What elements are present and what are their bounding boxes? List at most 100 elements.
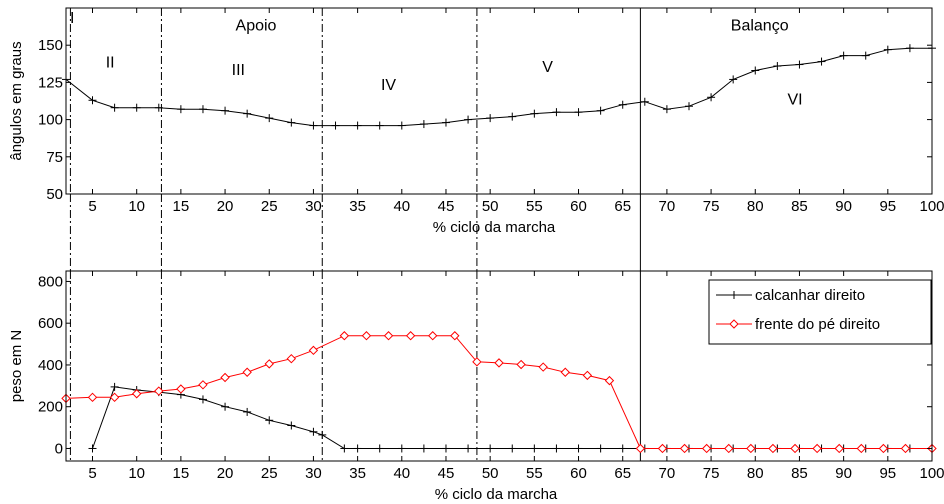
weight-ytick-label: 200 — [38, 399, 63, 416]
weight-series-1-point — [383, 331, 394, 341]
angle-series-0-point — [221, 106, 230, 115]
angle-ytick-label: 150 — [38, 37, 63, 54]
angle-series-0-point — [662, 105, 671, 114]
weight-xtick-label: 100 — [919, 465, 944, 482]
weight-series-1-point — [450, 331, 460, 341]
weight-xtick-label: 50 — [482, 465, 499, 482]
weight-series-1-point — [308, 345, 319, 356]
weight-series-0-point — [419, 444, 428, 453]
weight-series-1-point — [560, 367, 570, 377]
phase-annotation: Balanço — [731, 17, 789, 34]
weight-xtick-label: 65 — [614, 465, 631, 482]
weight-series-1-point — [724, 443, 734, 454]
angle-xtick-label: 75 — [703, 198, 720, 215]
angle-series-0-point — [176, 105, 185, 114]
weight-xtick-label: 15 — [173, 465, 190, 482]
angle-xtick-label: 80 — [747, 198, 764, 215]
angle-series-0-point — [905, 44, 914, 53]
weight-series-1-point — [790, 443, 800, 454]
weight-y-axis-label: peso em N — [8, 330, 25, 403]
angle-xtick-label: 60 — [570, 198, 587, 215]
angle-series-0-point — [729, 75, 738, 84]
legend-marker-frente — [729, 319, 739, 329]
angle-xtick-label: 35 — [349, 198, 366, 215]
weight-series-1-point — [812, 443, 822, 454]
angle-series-0-point — [419, 120, 428, 129]
weight-xtick-label: 60 — [570, 465, 587, 482]
angle-series-0-point — [198, 105, 207, 114]
weight-series-1-point — [339, 331, 350, 341]
weight-series-0-point — [353, 444, 362, 453]
phase-annotation: Apoio — [236, 17, 277, 34]
angle-xtick-label: 10 — [128, 198, 145, 215]
angle-series-0-point — [684, 102, 693, 111]
weight-ytick-label: 600 — [38, 315, 63, 332]
angle-series-0-point — [331, 121, 340, 130]
weight-xtick-label: 10 — [128, 465, 145, 482]
angle-series-0-point — [154, 103, 163, 112]
weight-series-0-point — [88, 444, 97, 453]
angle-series-0-point — [287, 118, 296, 127]
weight-xtick-label: 90 — [835, 465, 852, 482]
phase-annotation: IV — [381, 77, 396, 94]
legend-marker-calcanhar — [730, 291, 738, 299]
weight-series-0-point — [265, 416, 274, 425]
weight-series-1-point — [472, 357, 482, 367]
weight-series-1-point — [405, 331, 416, 341]
weight-xtick-label: 95 — [879, 465, 896, 482]
angle-series-0-point — [707, 93, 716, 102]
weight-series-0-point — [243, 407, 252, 416]
angle-xtick-label: 85 — [791, 198, 808, 215]
angle-chart: 5 10 15 20 25 30 35 40 45 50 55 60 65 70 75 80 85 90 95 100… — [8, 7, 944, 236]
angle-series-0-point — [861, 51, 870, 60]
weight-series-0-point — [340, 444, 349, 453]
weight-series-1-point — [878, 443, 889, 454]
weight-x-axis-label: % ciclo da marcha — [435, 486, 558, 503]
angle-series-0-point — [464, 115, 473, 124]
weight-series-1-point — [109, 392, 120, 403]
weight-xtick-label: 35 — [349, 465, 366, 482]
phase-annotation: V — [542, 59, 553, 76]
weight-series-0-point — [375, 444, 384, 453]
angle-series-0-point — [552, 108, 561, 117]
weight-xtick-label: 45 — [438, 465, 455, 482]
weight-series-0-point — [397, 444, 406, 453]
weight-series-1-point — [657, 443, 668, 454]
weight-series-1-point — [154, 386, 164, 396]
phase-annotation: III — [232, 62, 245, 79]
weight-series-1-point — [220, 372, 230, 383]
weight-xtick-label: 85 — [791, 465, 808, 482]
angle-xtick-label: 45 — [438, 198, 455, 215]
angle-series-0-point — [817, 57, 826, 66]
angle-series-0-point — [110, 103, 119, 112]
weight-series-0-point — [486, 444, 495, 453]
angle-series-0-point — [88, 96, 97, 105]
weight-chart: 5 10 15 20 25 30 35 40 45 50 55 60 65 70 75 80 85 90 95 100… — [8, 270, 944, 503]
legend-box — [708, 279, 932, 345]
angle-xtick-label: 25 — [261, 198, 278, 215]
weight-series-1-point — [746, 443, 756, 454]
angle-series-0-point — [751, 66, 760, 75]
weight-series-0-point — [221, 402, 230, 411]
angle-xtick-label: 95 — [879, 198, 896, 215]
legend: calcanhar direito frente do pé direito — [708, 279, 932, 345]
angle-y-axis-label: ângulos em graus — [8, 41, 25, 160]
weight-series-1-point — [286, 353, 297, 364]
angle-xtick-label: 90 — [835, 198, 852, 215]
weight-series-0-point — [110, 382, 119, 391]
angle-series-0-point — [132, 103, 141, 112]
weight-series-0-point — [309, 427, 318, 436]
angle-xtick-label: 5 — [88, 198, 96, 215]
weight-series-1-point — [679, 443, 690, 454]
angle-ytick-label: 125 — [38, 74, 63, 91]
weight-series-0-point — [508, 444, 517, 453]
weight-series-1-point — [604, 375, 615, 386]
weight-series-1-point — [494, 358, 504, 368]
weight-xtick-label: 30 — [305, 465, 322, 482]
weight-series-0-point — [318, 430, 327, 439]
weight-xtick-label: 55 — [526, 465, 543, 482]
angle-series-0-line — [65, 47, 932, 127]
angle-xtick-label: 55 — [526, 198, 543, 215]
angle-series-0-point — [508, 112, 517, 121]
